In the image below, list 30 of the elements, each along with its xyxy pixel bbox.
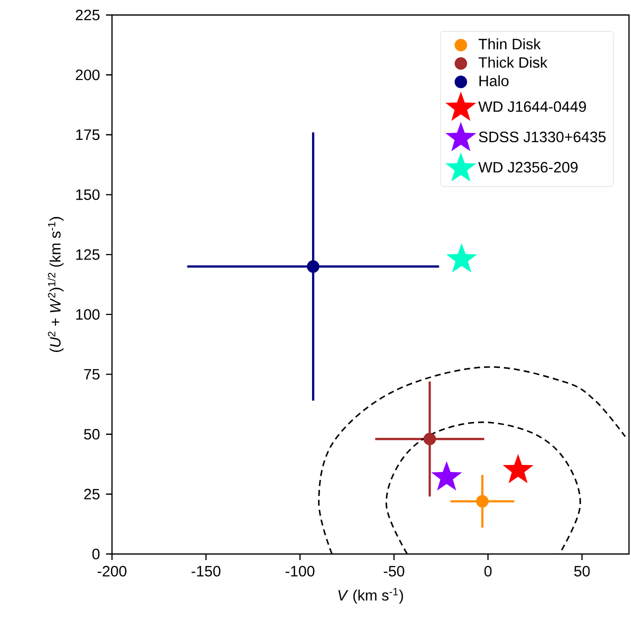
legend-label: SDSS J1330+6435 [478, 132, 606, 142]
legend-label: Halo [479, 75, 508, 86]
point [446, 243, 478, 272]
legend-label: WD J1644-0449 [478, 101, 586, 112]
x-tick-label: -100 [286, 566, 314, 576]
x-tick-label: -50 [384, 566, 404, 576]
point [306, 260, 320, 273]
text: (U$^{2}$ + W$^{2}$)$^{1/2}$ (km s$^{-1}$) [48, 217, 64, 352]
legend-label: Thick Disk [478, 56, 548, 68]
x-tick-label: 50 [574, 566, 590, 576]
legend-label: Thin Disk [478, 38, 541, 50]
point [423, 432, 436, 446]
point [476, 495, 489, 508]
y-tick-label: 50 [84, 428, 100, 440]
y-tick-label: 200 [76, 70, 100, 80]
y-tick-label: 175 [76, 130, 100, 140]
y-tick-label: 0 [92, 548, 100, 560]
x-tick-label: -150 [192, 566, 220, 576]
y-tick-label: 150 [76, 189, 100, 200]
y-tick-label: 25 [84, 488, 100, 500]
x-tick-label: -200 [98, 566, 126, 576]
y-tick-label: 125 [76, 249, 100, 260]
y-tick-label: 75 [84, 369, 100, 380]
x-axis-title: V (km s$^{-1}$) [338, 588, 403, 604]
point [502, 454, 534, 484]
y-tick-label: 100 [76, 309, 100, 320]
point [431, 461, 462, 490]
y-tick-label: 225 [76, 10, 100, 20]
legend-label: WD J2356-209 [478, 162, 578, 173]
x-tick-label: 0 [484, 566, 492, 576]
